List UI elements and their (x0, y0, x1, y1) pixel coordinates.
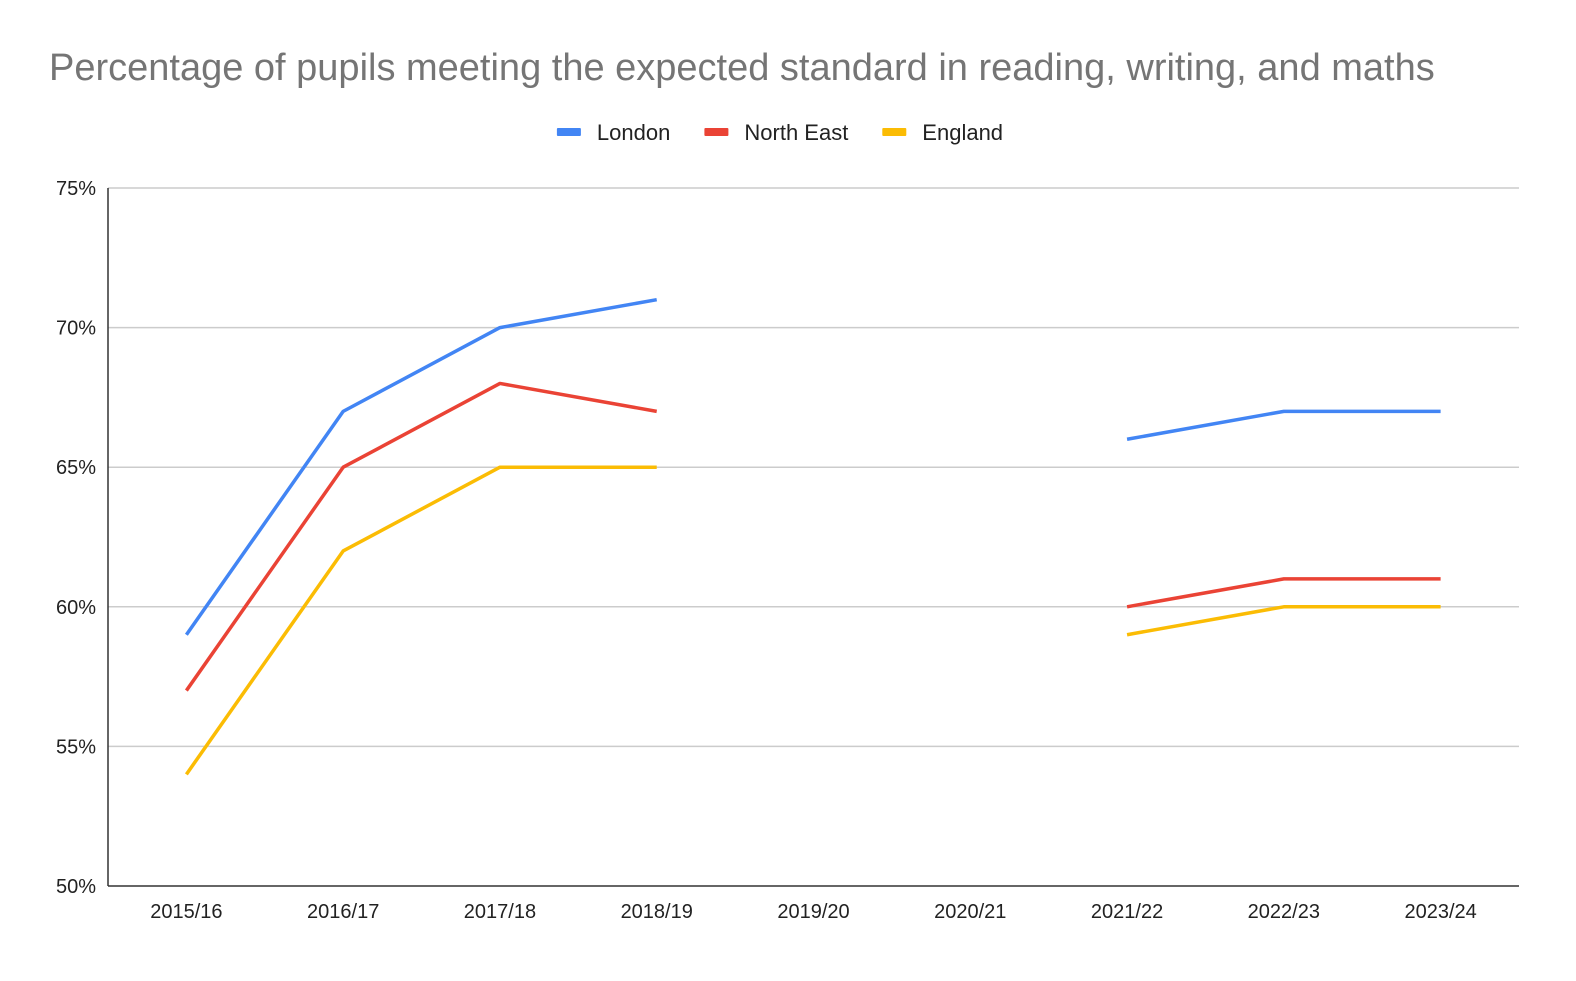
series-lines (184, 297, 1441, 776)
y-tick-label: 70% (56, 318, 96, 340)
x-tick-label: 2018/19 (621, 901, 693, 923)
legend-swatch (704, 128, 729, 136)
x-tick-label: 2022/23 (1248, 901, 1320, 923)
x-tick-label: 2021/22 (1091, 901, 1163, 923)
legend-label: England (922, 120, 1003, 145)
y-tick-label: 60% (56, 597, 96, 619)
x-tick-label: 2016/17 (307, 901, 379, 923)
series-line-england (184, 465, 1441, 776)
x-tick-label: 2023/24 (1404, 901, 1476, 923)
legend-item-england: England (882, 120, 1003, 145)
chart-title: Percentage of pupils meeting the expecte… (49, 47, 1435, 89)
legend-item-north-east: North East (704, 120, 848, 145)
x-tick-label: 2020/21 (934, 901, 1006, 923)
legend-label: North East (744, 120, 848, 145)
x-axis-tick-labels: 2015/16 2016/17 2017/18 2018/19 2019/20 2020/… (150, 901, 1477, 923)
series-line-north-east (184, 381, 1441, 692)
legend-item-london: London (556, 120, 670, 145)
axes (107, 188, 1519, 887)
y-tick-label: 55% (56, 736, 96, 758)
gridlines (108, 187, 1519, 748)
y-tick-label: 75% (56, 178, 96, 200)
y-axis-tick-labels: 50% 55% 60% 65% 70% 75% (56, 178, 96, 898)
y-tick-label: 50% (56, 876, 96, 898)
legend-swatch (556, 128, 581, 136)
series-line-london (184, 297, 1441, 636)
legend-swatch (882, 128, 907, 136)
x-tick-label: 2019/20 (777, 901, 849, 923)
y-tick-label: 65% (56, 457, 96, 479)
legend-label: London (597, 120, 670, 145)
x-tick-label: 2015/16 (150, 901, 222, 923)
legend: London North East England (556, 120, 1003, 145)
x-tick-label: 2017/18 (464, 901, 536, 923)
